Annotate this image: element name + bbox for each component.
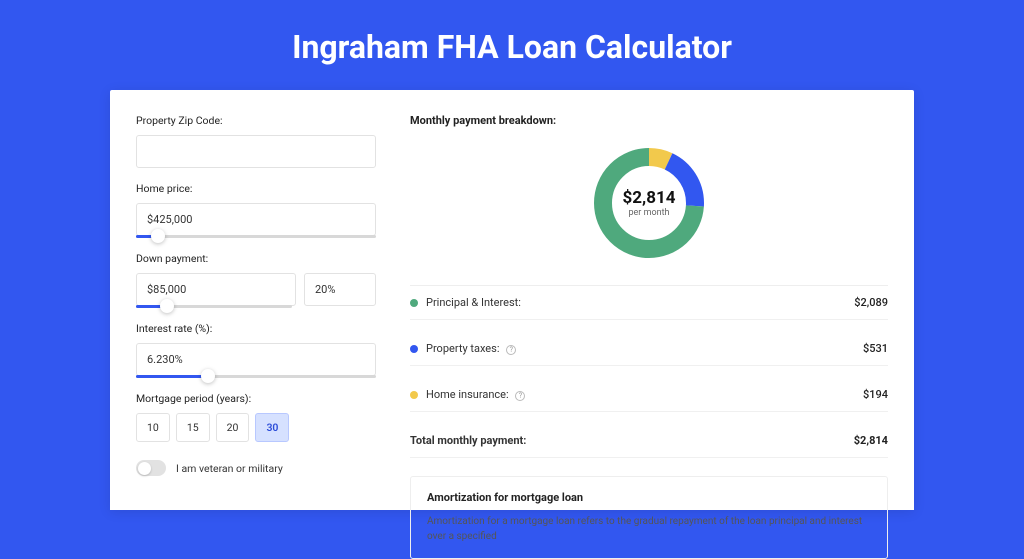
legend-dot-pi	[410, 299, 418, 307]
zip-label: Property Zip Code:	[136, 114, 376, 127]
legend-dot-ins	[410, 391, 418, 399]
legend-value-pi: $2,089	[854, 296, 888, 309]
period-option-20[interactable]: 20	[216, 413, 250, 442]
down-slider-thumb[interactable]	[160, 299, 174, 313]
rate-group: Interest rate (%):	[136, 322, 376, 378]
donut-chart: $2,814 per month	[410, 143, 888, 263]
veteran-toggle[interactable]	[136, 460, 166, 476]
rate-label: Interest rate (%):	[136, 322, 376, 335]
legend-row-ins: Home insurance: ? $194	[410, 378, 888, 412]
results-panel: Monthly payment breakdown: $2,814 per mo…	[410, 114, 888, 486]
form-panel: Property Zip Code: Home price: Down paym…	[136, 114, 376, 486]
down-pct-input[interactable]	[304, 273, 376, 306]
legend-label-tax: Property taxes: ?	[426, 342, 516, 355]
down-slider[interactable]	[136, 305, 292, 308]
veteran-toggle-knob	[138, 462, 151, 475]
legend: Principal & Interest: $2,089 Property tax…	[410, 285, 888, 458]
legend-value-tax: $531	[863, 342, 888, 355]
amort-text: Amortization for a mortgage loan refers …	[427, 514, 871, 544]
page-title: Ingraham FHA Loan Calculator	[0, 0, 1024, 90]
down-group: Down payment:	[136, 252, 376, 308]
period-group: Mortgage period (years): 10152030	[136, 392, 376, 442]
rate-slider[interactable]	[136, 375, 376, 378]
zip-group: Property Zip Code:	[136, 114, 376, 168]
legend-row-tax: Property taxes: ? $531	[410, 332, 888, 366]
price-input[interactable]	[136, 203, 376, 236]
calculator-card: Property Zip Code: Home price: Down paym…	[110, 90, 914, 510]
price-slider-thumb[interactable]	[151, 229, 165, 243]
legend-label-total: Total monthly payment:	[410, 434, 526, 447]
down-label: Down payment:	[136, 252, 376, 265]
veteran-label: I am veteran or military	[176, 462, 283, 475]
amort-title: Amortization for mortgage loan	[427, 491, 871, 504]
rate-input[interactable]	[136, 343, 376, 376]
period-option-15[interactable]: 15	[176, 413, 210, 442]
veteran-row: I am veteran or military	[136, 460, 376, 476]
down-amount-input[interactable]	[136, 273, 296, 306]
help-icon[interactable]: ?	[506, 345, 516, 355]
breakdown-title: Monthly payment breakdown:	[410, 114, 888, 127]
legend-value-ins: $194	[863, 388, 888, 401]
legend-value-total: $2,814	[854, 434, 888, 447]
zip-input[interactable]	[136, 135, 376, 168]
price-slider[interactable]	[136, 235, 376, 238]
price-label: Home price:	[136, 182, 376, 195]
donut-sub: per month	[628, 208, 669, 218]
legend-label-ins: Home insurance: ?	[426, 388, 525, 401]
period-option-10[interactable]: 10	[136, 413, 170, 442]
legend-row-pi: Principal & Interest: $2,089	[410, 286, 888, 320]
period-option-30[interactable]: 30	[255, 413, 289, 442]
help-icon[interactable]: ?	[515, 391, 525, 401]
price-group: Home price:	[136, 182, 376, 238]
legend-label-pi: Principal & Interest:	[426, 296, 521, 309]
legend-dot-tax	[410, 345, 418, 353]
amortization-card: Amortization for mortgage loan Amortizat…	[410, 476, 888, 559]
legend-row-total: Total monthly payment: $2,814	[410, 424, 888, 458]
period-label: Mortgage period (years):	[136, 392, 376, 405]
donut-total: $2,814	[623, 188, 676, 208]
rate-slider-thumb[interactable]	[201, 369, 215, 383]
